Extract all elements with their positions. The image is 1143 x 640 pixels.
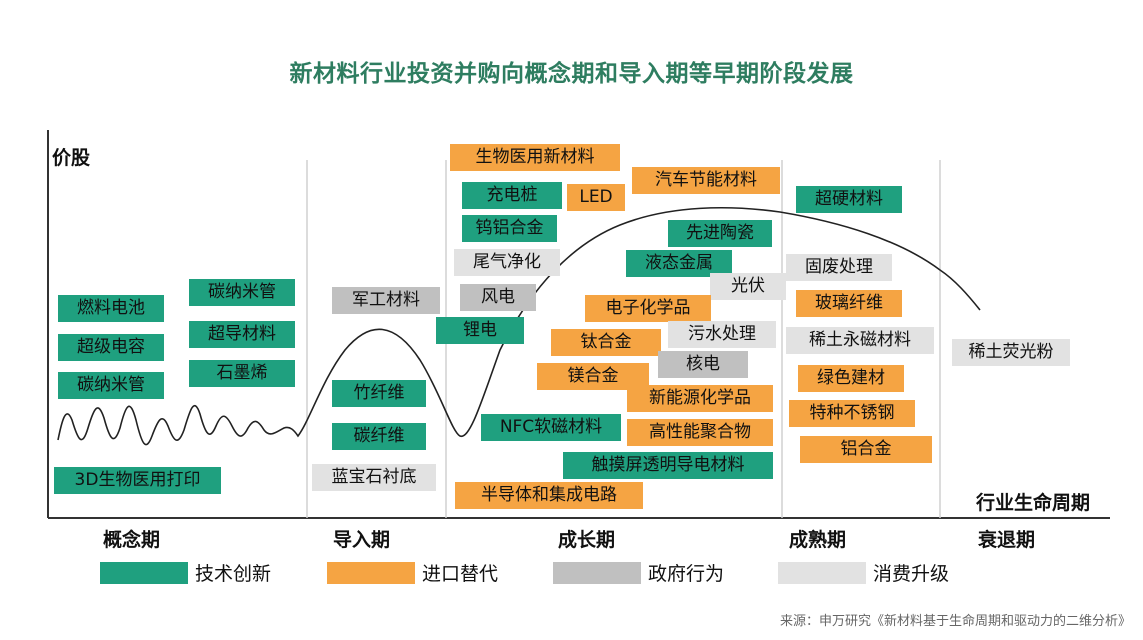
- stage-concept: 概念期: [103, 529, 161, 551]
- material-box: 钛合金: [551, 329, 661, 356]
- legend-label-consumer: 消费升级: [873, 563, 950, 585]
- legend-label-import: 进口替代: [422, 563, 499, 585]
- page-title: 新材料行业投资并购向概念期和导入期等早期阶段发展: [289, 61, 854, 87]
- material-box: 汽车节能材料: [632, 167, 780, 194]
- stage-intro: 导入期: [333, 529, 391, 551]
- material-box: 液态金属: [626, 250, 732, 277]
- stage-mature: 成熟期: [789, 529, 847, 551]
- stage-decline: 衰退期: [978, 529, 1036, 551]
- material-box: 铝合金: [800, 436, 932, 463]
- x-axis-label: 行业生命周期: [976, 492, 1091, 514]
- material-box: 触摸屏透明导电材料: [563, 452, 773, 479]
- material-box: 生物医用新材料: [450, 144, 620, 171]
- y-axis-label: 价股: [52, 147, 91, 169]
- material-box: 玻璃纤维: [796, 290, 902, 317]
- material-box: 新能源化学品: [627, 385, 773, 412]
- material-box: 光伏: [710, 273, 786, 300]
- lifecycle-curve: [57, 206, 981, 446]
- material-box: 竹纤维: [332, 380, 426, 407]
- material-box: 燃料电池: [58, 295, 164, 322]
- legend-swatch-gov: [553, 562, 641, 584]
- material-box: 污水处理: [668, 321, 776, 348]
- material-box: 碳纤维: [332, 423, 426, 450]
- material-box: 先进陶瓷: [668, 220, 772, 247]
- material-box: 尾气净化: [454, 249, 560, 276]
- material-box: 风电: [460, 284, 536, 311]
- material-box: 稀土荧光粉: [952, 339, 1070, 366]
- material-box: 高性能聚合物: [627, 419, 773, 446]
- material-box: 绿色建材: [798, 365, 904, 392]
- material-box: 半导体和集成电路: [455, 482, 643, 509]
- material-box: NFC软磁材料: [481, 414, 621, 441]
- material-box: 超硬材料: [796, 186, 902, 213]
- material-box: 碳纳米管: [58, 372, 164, 399]
- legend-swatch-tech: [100, 562, 188, 584]
- material-box: 石墨烯: [189, 360, 295, 387]
- material-box: 固废处理: [786, 254, 892, 281]
- material-box: 稀土永磁材料: [786, 327, 934, 354]
- material-box: 蓝宝石衬底: [312, 464, 436, 491]
- source-note: 来源：申万研究《新材料基于生命周期和驱动力的二维分析》: [779, 614, 1131, 629]
- material-box: 碳纳米管: [189, 279, 295, 306]
- material-box: 锂电: [436, 317, 524, 344]
- material-box: LED: [567, 184, 625, 211]
- legend-swatch-consumer: [778, 562, 866, 584]
- material-box: 军工材料: [332, 287, 440, 314]
- material-box: 特种不锈钢: [789, 400, 915, 427]
- legend-swatch-import: [327, 562, 415, 584]
- stage-growth: 成长期: [558, 529, 616, 551]
- material-box: 3D生物医用打印: [54, 467, 221, 494]
- material-box: 超级电容: [58, 334, 164, 361]
- material-box: 充电桩: [462, 182, 562, 209]
- legend-label-tech: 技术创新: [195, 563, 272, 585]
- material-box: 钨铝合金: [462, 215, 557, 242]
- material-box: 电子化学品: [585, 295, 711, 322]
- material-box: 核电: [658, 351, 748, 378]
- material-box: 超导材料: [189, 321, 295, 348]
- legend-label-gov: 政府行为: [648, 563, 725, 585]
